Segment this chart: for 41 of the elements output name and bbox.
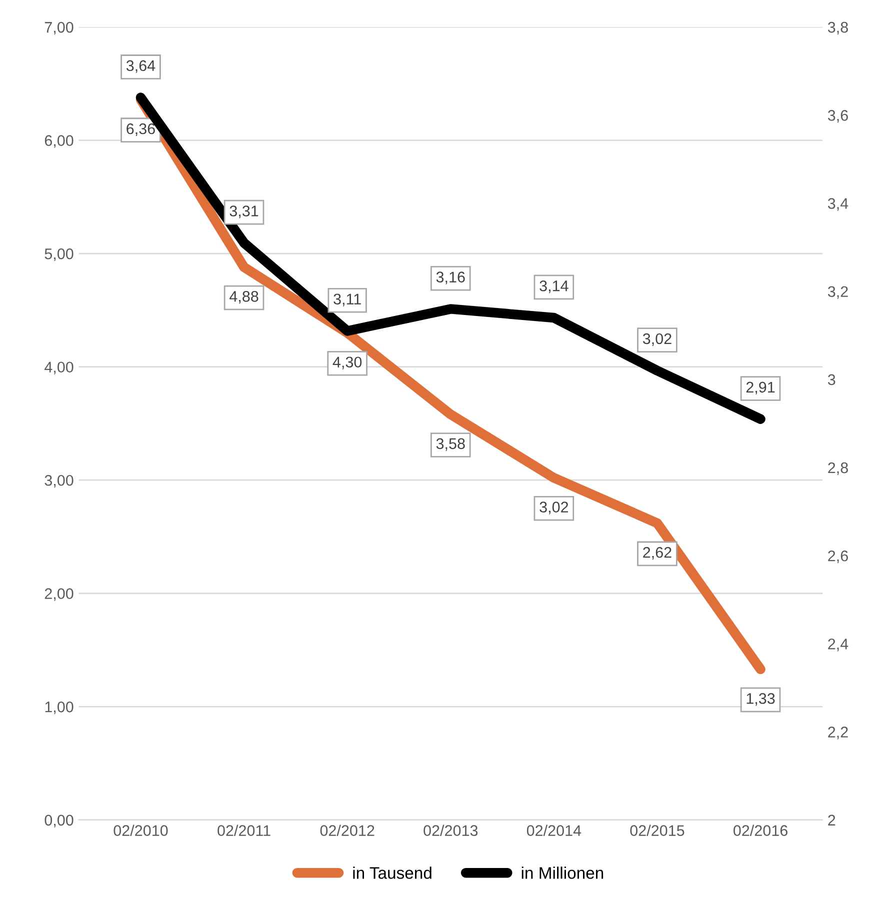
data-label: 3,64 xyxy=(126,60,156,73)
data-label: 3,31 xyxy=(230,206,258,218)
legend-label: in Tausend xyxy=(353,866,432,879)
x-tick-label: 02/2015 xyxy=(630,824,684,836)
x-tick-label: 02/2014 xyxy=(526,824,582,836)
y-tick-label: 5,00 xyxy=(44,248,74,262)
x-tick-label: 02/2010 xyxy=(114,824,168,836)
y2-tick-label: 2,2 xyxy=(828,726,848,740)
data-label: 2,91 xyxy=(746,382,775,394)
data-label: 3,11 xyxy=(334,294,361,306)
y-tick-label: 4,00 xyxy=(44,362,74,374)
y2-tick-label: 2,6 xyxy=(828,550,848,564)
y2-tick-label: 3,4 xyxy=(828,198,848,211)
y2-tick-label: 3 xyxy=(828,374,836,386)
y2-tick-label: 3,2 xyxy=(828,286,848,299)
data-label: 3,02 xyxy=(540,502,568,514)
x-tick-label: 02/2013 xyxy=(424,824,478,836)
y2-tick-label: 2,8 xyxy=(828,462,848,476)
y-tick-label: 0,00 xyxy=(44,814,74,828)
y-tick-label: 7,00 xyxy=(44,22,74,35)
data-label: 2,62 xyxy=(643,546,672,560)
data-label: 6,36 xyxy=(126,123,155,136)
data-label: 4,88 xyxy=(230,290,258,304)
data-label: 3,02 xyxy=(642,333,672,346)
y-tick-label: 1,00 xyxy=(45,702,74,714)
y2-tick-label: 3,6 xyxy=(828,110,848,123)
y2-tick-label: 3,8 xyxy=(828,22,848,35)
y2-tick-label: 2 xyxy=(828,814,836,826)
data-label: 1,33 xyxy=(746,693,775,706)
x-tick-label: 02/2016 xyxy=(734,824,788,836)
y-tick-label: 3,00 xyxy=(44,474,74,488)
y-tick-label: 6,00 xyxy=(44,135,74,148)
y2-tick-label: 2,4 xyxy=(828,638,848,652)
legend-label: in Millionen xyxy=(522,866,604,879)
x-tick-label: 02/2011 xyxy=(218,824,270,836)
data-label: 3,14 xyxy=(540,280,568,294)
data-label: 3,16 xyxy=(436,272,465,284)
y-tick-label: 2,00 xyxy=(44,588,74,601)
x-tick-label: 02/2012 xyxy=(320,824,374,836)
data-label: 3,58 xyxy=(436,438,465,451)
data-label: 4,30 xyxy=(332,356,362,370)
